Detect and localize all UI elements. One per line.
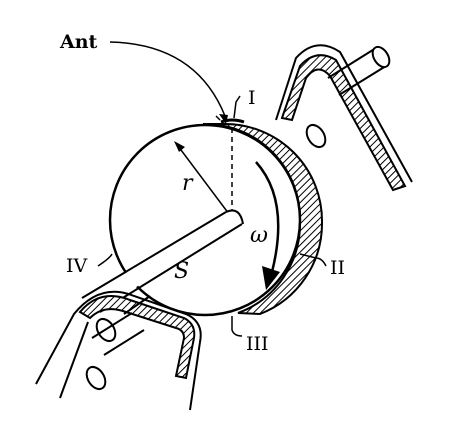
lower-left-bearing: [35, 290, 202, 411]
radius-arrow: [174, 141, 233, 219]
leader-lines: [97, 41, 327, 337]
label-zone-1: I: [248, 87, 256, 109]
upper-shaft-stub: [305, 45, 391, 149]
label-ant: Ant: [59, 31, 98, 53]
ant-leader-arrowhead: [219, 114, 228, 124]
rotation-arrow: [255, 161, 280, 290]
label-zone-2: II: [330, 257, 345, 279]
label-zone-4: IV: [66, 255, 88, 277]
label-zone-3: III: [246, 333, 269, 355]
lower-shaft-stub: [85, 295, 151, 391]
label-angular-velocity: ω: [250, 223, 268, 248]
upper-right-bearing: [275, 44, 413, 192]
disk: [108, 123, 302, 317]
ant-marker: [220, 118, 245, 124]
label-shaft: S: [174, 259, 189, 284]
label-radius: r: [182, 171, 194, 196]
